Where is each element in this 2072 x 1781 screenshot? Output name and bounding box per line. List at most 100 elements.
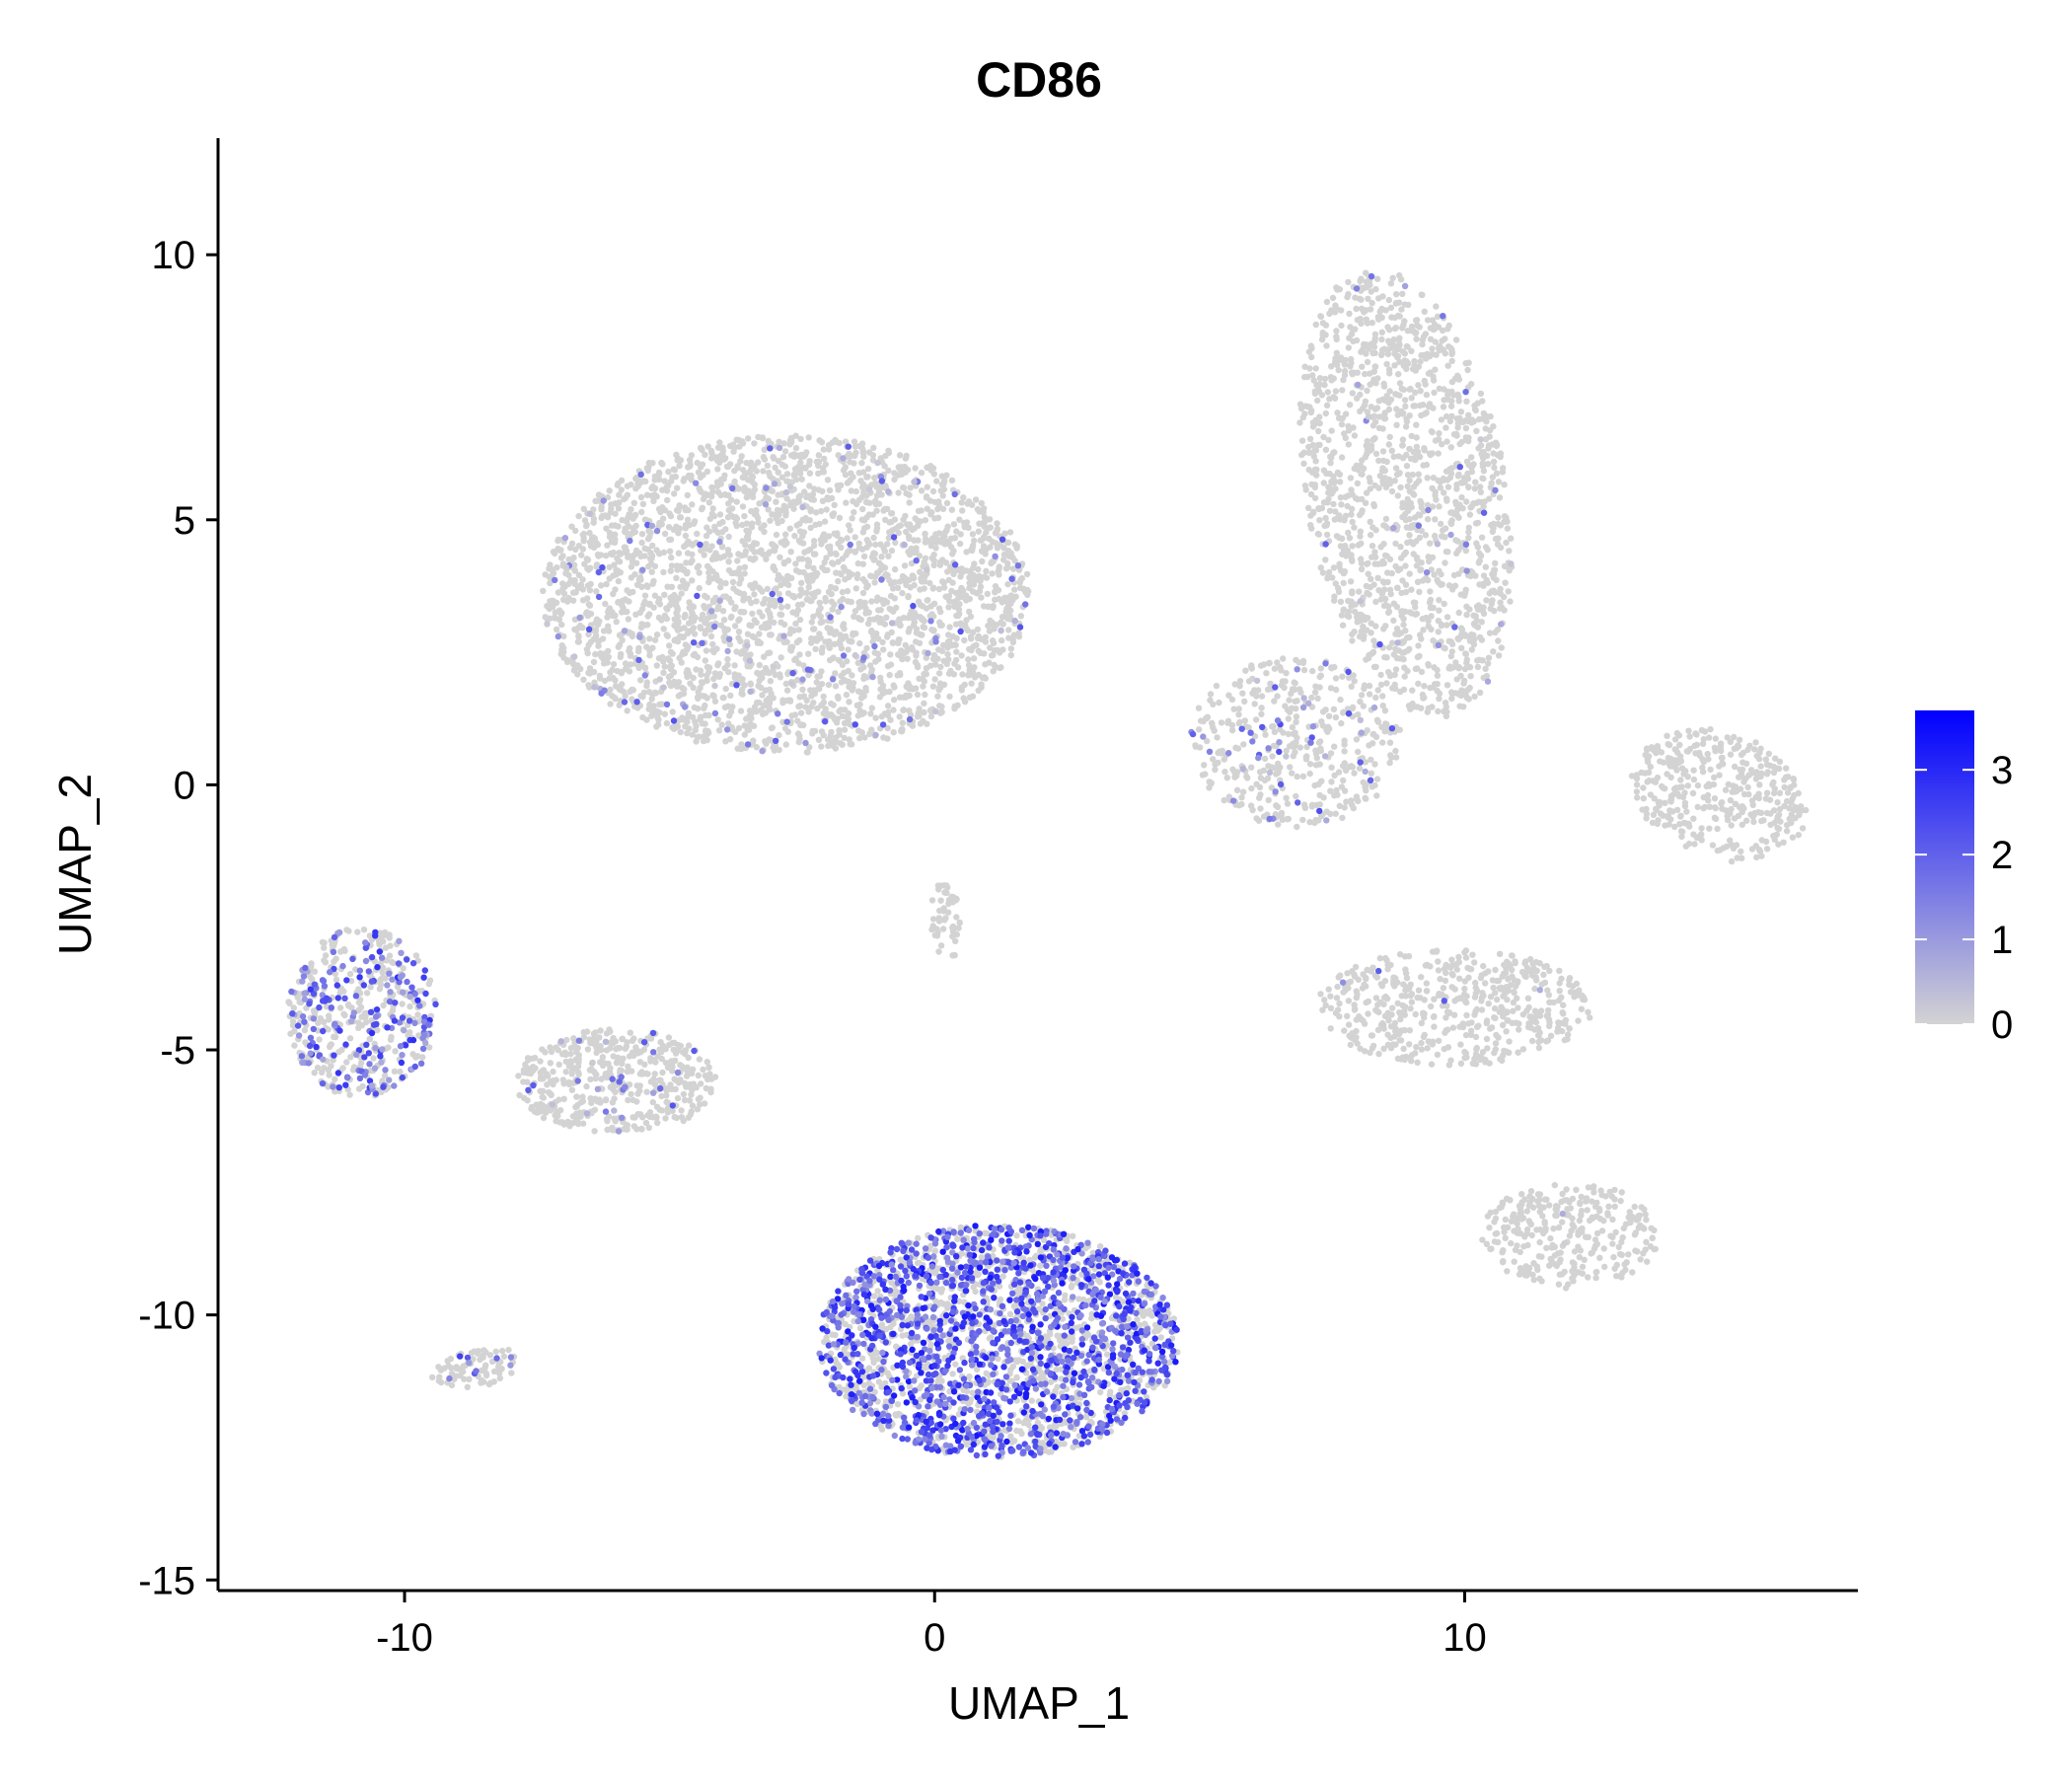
cell-point [1369, 554, 1375, 560]
cell-point [1776, 789, 1784, 796]
cell-point [1466, 664, 1474, 671]
cell-point [734, 557, 741, 564]
cell-point [595, 553, 602, 559]
cell-point [884, 735, 891, 742]
cell-point [948, 477, 956, 484]
cell-point [933, 478, 940, 484]
cell-point [1347, 324, 1354, 331]
cell-point [1379, 293, 1386, 300]
cell-point [659, 515, 667, 522]
cell-point [1441, 397, 1447, 404]
cell-point [1423, 391, 1431, 399]
cell-point [1357, 391, 1364, 399]
cell-point [782, 680, 789, 688]
cell-point [1454, 391, 1461, 399]
cell-point [1472, 479, 1479, 485]
cell-point [995, 568, 1001, 575]
cell-point [676, 654, 683, 662]
cell-point [1332, 686, 1340, 694]
cell-point [758, 547, 765, 554]
cell-point [848, 452, 854, 459]
cell-point [709, 505, 716, 512]
cell-point [793, 638, 801, 646]
cell-point [984, 590, 991, 598]
cell-point [756, 661, 763, 669]
cell-point [1341, 568, 1349, 575]
cell-point [966, 595, 973, 603]
cell-point [878, 686, 886, 693]
cell-point [683, 570, 691, 577]
cell-point [596, 675, 604, 682]
cell-point [1345, 492, 1352, 499]
cell-point [1434, 666, 1441, 674]
cell-point [696, 569, 703, 576]
cell-point [1274, 803, 1282, 810]
cell-point [648, 568, 655, 575]
cell-point [696, 584, 703, 592]
cell-point [1397, 565, 1404, 572]
cell-point [956, 588, 963, 595]
cell-point [1438, 416, 1445, 423]
cell-point [1253, 815, 1260, 822]
cell-point [804, 577, 812, 584]
cell-point [1299, 816, 1306, 824]
cell-point [1401, 357, 1408, 364]
cell-point [712, 454, 720, 461]
cell-point [602, 600, 609, 608]
cell-point [1425, 705, 1433, 711]
cell-point [1006, 529, 1014, 536]
cell-point [1361, 685, 1368, 693]
cell-point [1397, 276, 1405, 283]
cell-point [675, 618, 682, 625]
cell-point [1327, 374, 1335, 381]
cell-point [1317, 665, 1325, 672]
cell-point [1757, 763, 1764, 770]
cell-point [1312, 321, 1320, 329]
cell-point [929, 535, 936, 542]
cell-point [870, 534, 877, 542]
cell-point [1448, 640, 1456, 648]
cell-point [783, 687, 791, 694]
cell-point [949, 579, 956, 586]
cell-point [912, 465, 919, 472]
cell-point [1311, 447, 1318, 455]
cell-point [954, 702, 961, 708]
cell-point [1192, 743, 1200, 750]
cell-point [1435, 436, 1443, 443]
cell-point [1363, 350, 1369, 357]
cell-point [1397, 483, 1404, 491]
cell-point [1368, 620, 1374, 627]
cell-point [1334, 791, 1341, 798]
cell-point [885, 553, 892, 559]
cell-point [1400, 656, 1407, 663]
cell-point [1311, 689, 1319, 696]
cell-point [1486, 630, 1494, 636]
cell-point [760, 468, 767, 475]
cell-point [1236, 718, 1243, 726]
cell-point [783, 478, 790, 484]
cell-point [1349, 518, 1356, 526]
cell-point [840, 621, 848, 628]
cell-point [1306, 365, 1313, 372]
cell-point [1465, 483, 1472, 490]
cell-point [703, 647, 710, 654]
cell-point [787, 499, 794, 506]
cell-point [914, 691, 922, 699]
cell-point [579, 546, 587, 553]
cell-point [651, 491, 658, 498]
cell-point [839, 712, 847, 719]
cell-point [736, 616, 743, 623]
cell-point [1379, 478, 1386, 484]
cell-point [856, 701, 863, 708]
cell-point [548, 603, 555, 611]
cell-point [798, 579, 805, 586]
cell-point [1360, 623, 1367, 631]
cell-point [1443, 682, 1451, 689]
cell-point [760, 453, 768, 461]
cell-point [1358, 296, 1365, 303]
cell-point [557, 547, 564, 554]
cell-point [943, 499, 951, 507]
cell-point [1356, 765, 1364, 772]
cell-point [1431, 389, 1438, 397]
cell-point [673, 603, 681, 611]
